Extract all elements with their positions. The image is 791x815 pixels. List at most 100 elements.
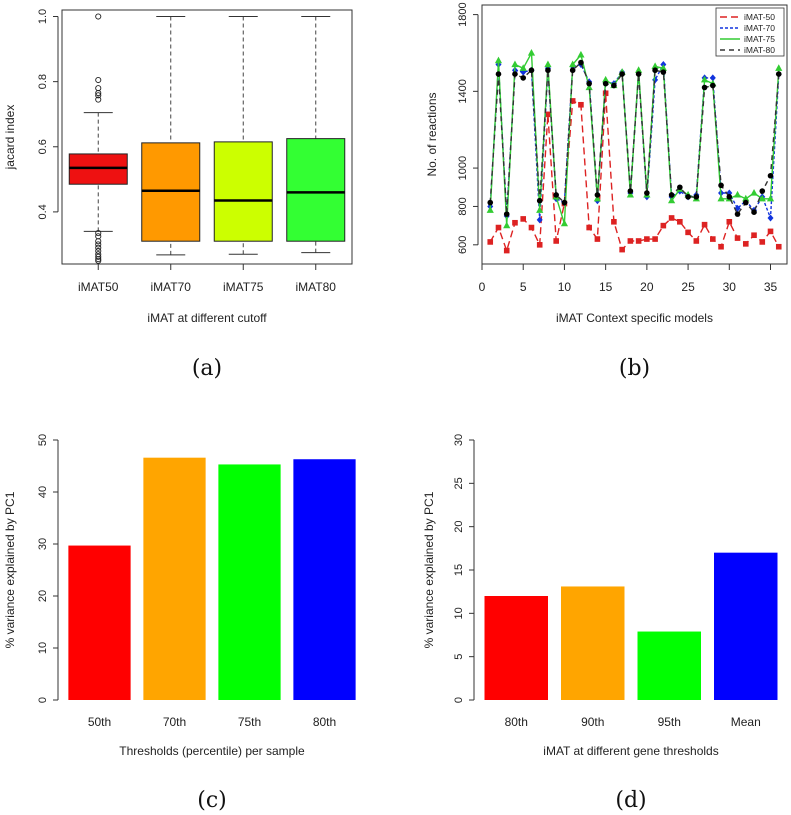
series-point-imat-75 — [577, 50, 585, 58]
series-point-imat-75 — [511, 60, 519, 68]
y-tick-label: 1800 — [457, 2, 469, 26]
bar-90th — [561, 586, 625, 700]
outlier-point — [95, 76, 102, 84]
series-point-imat-50 — [644, 236, 650, 242]
series-point-imat-80 — [742, 199, 749, 206]
series-point-imat-50 — [594, 236, 601, 242]
x-tick-label: 0 — [479, 280, 486, 294]
series-point-imat-80 — [495, 71, 502, 77]
series-point-imat-50 — [652, 236, 658, 242]
series-point-imat-75 — [585, 83, 593, 91]
bar-50th — [68, 545, 131, 700]
series-point-imat-80 — [652, 67, 658, 74]
panel-b-line-chart: 600 800 1000 1400 1800 No. of reactions 0 5 10 15… — [425, 2, 788, 381]
x-axis-label: Thresholds (percentile) per sample — [119, 744, 305, 758]
outlier-point — [95, 230, 102, 237]
y-tick-label: 30 — [37, 538, 49, 550]
panel-d-bar-chart: 0 5 10 15 20 25 30 % variance explained by PC1 8… — [422, 434, 778, 813]
x-tick-label: iMAT50 — [78, 280, 119, 294]
outlier-point — [95, 257, 102, 264]
outlier-point — [95, 244, 102, 251]
series-point-imat-80 — [602, 80, 609, 87]
y-tick-label: 600 — [457, 236, 469, 254]
series-point-imat-80 — [734, 211, 741, 217]
bar-mean — [714, 552, 778, 700]
y-axis-label: % variance explained by PC1 — [3, 491, 17, 648]
series-line-imat-80 — [489, 61, 780, 216]
series-point-imat-80 — [594, 192, 601, 198]
series-point-imat-75 — [519, 64, 527, 71]
series-point-imat-75 — [635, 66, 643, 73]
series-point-imat-50 — [685, 229, 691, 236]
series-point-imat-80 — [759, 188, 766, 194]
box-imat70 — [141, 142, 201, 242]
y-tick-label: 50 — [37, 434, 49, 446]
series-point-imat-75 — [560, 219, 569, 227]
panel-label: (b) — [619, 356, 650, 381]
y-axis-label: No. of reactions — [425, 92, 439, 176]
series-point-imat-75 — [544, 60, 552, 68]
y-tick-label: 0 — [37, 697, 49, 703]
outlier-point — [95, 233, 102, 240]
x-tick-label: 80th — [313, 715, 336, 729]
series-point-imat-75 — [667, 196, 676, 204]
y-tick-label: 1400 — [457, 79, 469, 103]
series-point-imat-80 — [751, 209, 757, 215]
series-point-imat-80 — [586, 80, 592, 87]
series-point-imat-75 — [659, 64, 667, 71]
legend-label: iMAT-50 — [744, 12, 775, 22]
series-point-imat-50 — [536, 242, 543, 248]
y-tick-label: 800 — [457, 197, 469, 215]
outlier-point — [95, 241, 102, 248]
y-tick-label: 5 — [453, 654, 465, 660]
box-imat75 — [213, 141, 273, 242]
series-point-imat-75 — [742, 194, 750, 202]
series-point-imat-50 — [512, 219, 518, 226]
series-point-imat-50 — [619, 246, 625, 253]
series-point-imat-75 — [569, 60, 577, 68]
series-point-imat-80 — [710, 82, 716, 89]
panel-c-bar-chart: 0 10 20 30 40 50 % variance explained by PC1 50… — [3, 434, 356, 813]
series-point-imat-80 — [520, 75, 527, 81]
x-tick-label: 35 — [764, 280, 778, 294]
bar-75th — [218, 464, 281, 700]
series-point-imat-80 — [685, 194, 691, 200]
series-point-imat-80 — [701, 84, 708, 91]
series-point-imat-80 — [536, 197, 543, 204]
x-tick-label: 5 — [520, 280, 527, 294]
x-tick-label: 70th — [163, 715, 186, 729]
series-point-imat-70 — [536, 216, 543, 224]
series-point-imat-75 — [626, 190, 634, 198]
series-point-imat-75 — [700, 75, 709, 83]
series-point-imat-50 — [528, 224, 535, 231]
series-point-imat-75 — [651, 62, 659, 69]
series-point-imat-50 — [718, 243, 724, 250]
outlier-point — [95, 85, 102, 92]
series-point-imat-50 — [503, 247, 510, 254]
series-point-imat-75 — [503, 221, 511, 229]
x-tick-label: iMAT75 — [223, 280, 264, 294]
series-point-imat-50 — [578, 101, 584, 108]
series-point-imat-80 — [578, 59, 584, 66]
series-point-imat-75 — [766, 194, 775, 202]
series-point-imat-80 — [553, 192, 559, 198]
outlier-point — [95, 247, 102, 255]
panel-a-boxplot: 0.4 0.6 0.8 1.0 jacard index iMAT50 iMAT70 iMAT… — [3, 9, 353, 381]
series-point-imat-50 — [668, 215, 675, 221]
series-point-imat-80 — [569, 67, 576, 74]
y-tick-label: 0.6 — [37, 139, 49, 154]
series-point-imat-80 — [545, 67, 551, 74]
legend-label: iMAT-70 — [744, 23, 775, 33]
y-tick-label: 20 — [37, 590, 49, 602]
x-tick-label: 50th — [88, 715, 111, 729]
series-point-imat-50 — [602, 90, 609, 97]
y-tick-label: 10 — [453, 607, 465, 619]
x-tick-label: 95th — [658, 715, 681, 729]
y-tick-label: 25 — [453, 477, 465, 489]
y-tick-label: 15 — [453, 564, 465, 576]
series-point-imat-75 — [775, 64, 783, 71]
x-tick-label: 15 — [599, 280, 613, 294]
y-tick-label: 20 — [453, 521, 465, 533]
